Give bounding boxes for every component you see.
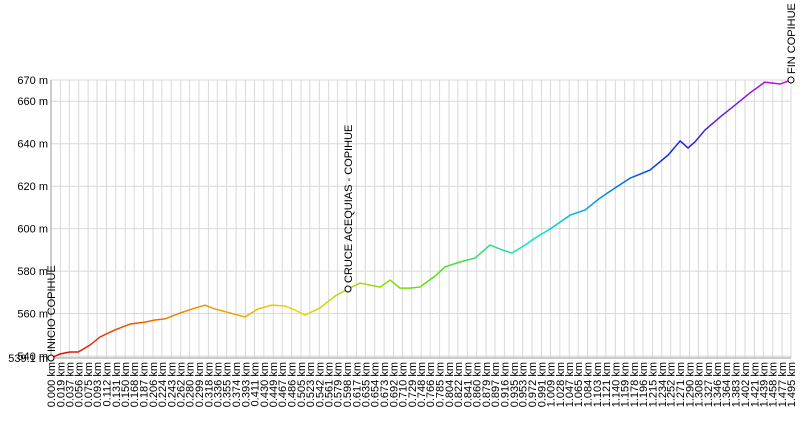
x-tick-label: 0.056 km	[74, 362, 86, 407]
x-tick-label: 1.346 km	[712, 362, 724, 407]
x-tick-label: 0.579 km	[333, 362, 345, 407]
x-tick-label: 0.935 km	[509, 362, 521, 407]
x-tick-label: 0.411 km	[249, 362, 261, 406]
x-tick-label: 0.206 km	[148, 362, 160, 407]
x-tick-label: 1.009 km	[545, 362, 557, 407]
x-tick-label: 0.654 km	[370, 362, 382, 407]
x-tick-label: 1.234 km	[657, 362, 669, 407]
x-tick-label: 0.953 km	[518, 362, 530, 407]
y-tick-label: 540 m	[17, 351, 48, 363]
x-tick-label: 1.327 km	[703, 362, 715, 407]
x-tick-label: 0.692 km	[389, 362, 401, 407]
x-tick-label: 1.421 km	[749, 362, 761, 407]
x-tick-label: 1.215 km	[647, 362, 659, 407]
x-tick-label: 0.897 km	[490, 362, 502, 407]
x-tick-label: 1.308 km	[693, 362, 705, 407]
x-tick-label: 1.121 km	[601, 362, 613, 407]
x-tick-label: 1.140 km	[610, 362, 622, 407]
x-tick-label: 0.991 km	[537, 362, 549, 407]
waypoint-label: CRUCE ACEQUIAS - COPIHUE	[343, 125, 355, 283]
y-tick-label: 560 m	[17, 309, 48, 321]
x-tick-label: 0.000 km	[46, 362, 58, 407]
y-tick-label: 580 m	[17, 266, 48, 278]
x-tick-label: 1.084 km	[583, 362, 595, 407]
y-tick-label: 640 m	[17, 139, 48, 151]
y-tick-label: 670 m	[17, 75, 48, 87]
x-tick-label: 0.841 km	[462, 362, 474, 407]
x-tick-label: 0.393 km	[241, 362, 253, 407]
x-tick-label: 1.477 km	[777, 362, 789, 407]
x-tick-label: 0.523 km	[305, 362, 317, 407]
y-tick-label: 600 m	[17, 224, 48, 236]
x-tick-label: 1.196 km	[638, 362, 650, 407]
x-tick-label: 1.383 km	[731, 362, 743, 407]
y-tick-label: 660 m	[17, 96, 48, 108]
x-tick-label: 0.262 km	[176, 362, 188, 407]
x-tick-label: 0.748 km	[416, 362, 428, 407]
y-tick-label: 539.1 m	[8, 353, 48, 365]
x-tick-label: 0.243 km	[166, 362, 178, 407]
x-tick-label: 1.290 km	[685, 362, 697, 407]
x-tick-label: 1.065 km	[573, 362, 585, 407]
x-tick-label: 1.252 km	[666, 362, 678, 407]
x-tick-label: 0.019 km	[55, 362, 67, 407]
x-tick-label: 0.187 km	[139, 362, 151, 407]
x-tick-label: 1.103 km	[592, 362, 604, 407]
x-tick-label: 1.364 km	[721, 362, 733, 407]
x-tick-label: 0.804 km	[444, 362, 456, 407]
x-tick-label: 1.047 km	[564, 362, 576, 407]
x-tick-label: 0.430 km	[259, 362, 271, 407]
x-tick-label: 0.449 km	[268, 362, 280, 407]
x-tick-label: 0.280 km	[185, 362, 197, 407]
x-tick-label: 0.093 km	[92, 362, 104, 407]
x-tick-label: 0.467 km	[277, 362, 289, 407]
x-tick-label: 0.336 km	[212, 362, 224, 407]
x-tick-label: 0.318 km	[203, 362, 215, 407]
x-tick-label: 0.150 km	[120, 362, 132, 407]
waypoint-label: FIN COPIHUE	[786, 3, 798, 74]
x-tick-label: 0.299 km	[194, 362, 206, 407]
waypoint-marker	[344, 285, 352, 293]
waypoint-label: INICIO COPIHUE	[46, 265, 58, 352]
x-tick-label: 0.972 km	[527, 362, 539, 407]
x-tick-label: 1.402 km	[740, 362, 752, 407]
x-tick-label: 1.178 km	[629, 362, 641, 407]
x-tick-label: 1.159 km	[620, 362, 632, 407]
waypoint-marker	[47, 354, 55, 362]
x-tick-label: 1.439 km	[758, 362, 770, 407]
x-tick-label: 0.879 km	[481, 362, 493, 407]
x-tick-label: 0.822 km	[453, 362, 465, 407]
y-tick-label: 620 m	[17, 181, 48, 193]
x-tick-label: 1.495 km	[786, 362, 798, 407]
x-tick-label: 1.458 km	[768, 362, 780, 407]
x-tick-label: 0.037 km	[64, 362, 76, 407]
x-tick-label: 0.486 km	[287, 362, 299, 407]
x-tick-label: 0.561 km	[324, 362, 336, 407]
x-tick-label: 0.785 km	[435, 362, 447, 407]
x-tick-label: 0.710 km	[397, 362, 409, 407]
x-tick-label: 0.224 km	[157, 362, 169, 407]
x-tick-label: 0.635 km	[360, 362, 372, 407]
x-tick-label: 0.673 km	[379, 362, 391, 407]
x-tick-label: 0.505 km	[296, 362, 308, 407]
x-tick-label: 0.860 km	[472, 362, 484, 407]
waypoint-marker	[787, 76, 795, 84]
x-tick-label: 0.729 km	[407, 362, 419, 407]
x-tick-label: 0.598 km	[342, 362, 354, 407]
x-tick-label: 0.075 km	[83, 362, 95, 407]
x-tick-label: 1.028 km	[555, 362, 567, 407]
x-tick-label: 1.271 km	[675, 362, 687, 407]
x-tick-label: 0.112 km	[101, 362, 113, 406]
x-tick-label: 0.374 km	[231, 362, 243, 407]
x-tick-label: 0.131 km	[111, 362, 123, 407]
x-tick-label: 0.766 km	[425, 362, 437, 407]
x-tick-label: 0.168 km	[129, 362, 141, 407]
elevation-line	[50, 79, 792, 359]
x-tick-label: 0.542 km	[314, 362, 326, 407]
x-tick-label: 0.355 km	[222, 362, 234, 407]
x-tick-label: 0.916 km	[499, 362, 511, 407]
x-tick-label: 0.617 km	[351, 362, 363, 407]
